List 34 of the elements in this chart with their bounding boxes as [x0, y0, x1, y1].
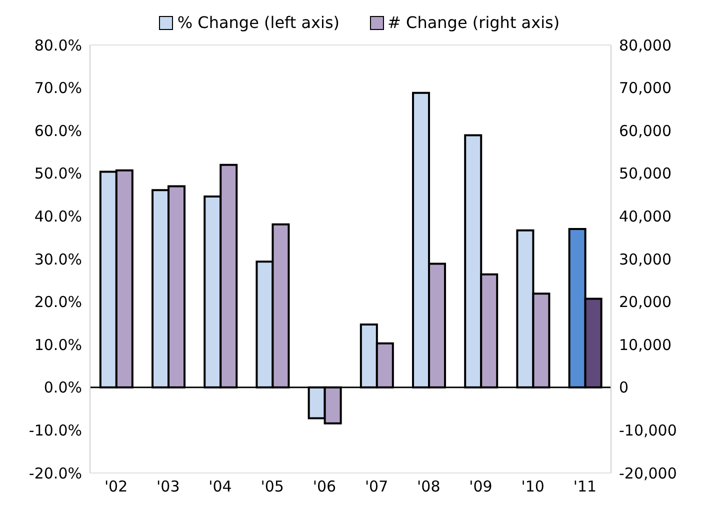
y-tick-label: 30.0%: [34, 250, 82, 268]
x-tick-label: '10: [521, 478, 544, 496]
x-tick-label: '09: [469, 478, 492, 496]
y-tick-label: 50.0%: [34, 164, 82, 183]
x-tick-label: '02: [104, 478, 128, 496]
y-tick-label: 60.0%: [34, 122, 82, 140]
y-tick-label: 10.0%: [34, 336, 82, 354]
x-tick-label: '04: [208, 478, 232, 496]
y2-tick-label: 60,000: [619, 122, 672, 140]
y-tick-label: -20.0%: [28, 464, 82, 482]
y-tick-label: 70.0%: [34, 79, 82, 98]
y2-tick-label: -10,000: [619, 422, 677, 440]
y-tick-label: 20.0%: [34, 293, 82, 312]
y2-tick-label: 20,000: [619, 293, 672, 312]
y2-tick-label: 0: [619, 378, 629, 397]
y2-tick-label: 80,000: [619, 36, 672, 54]
legend-label: # Change (right axis): [386, 13, 560, 32]
y-tick-label: 0.0%: [44, 378, 82, 397]
x-tick-label: '07: [364, 478, 388, 496]
x-tick-label: '05: [260, 478, 284, 496]
x-tick-label: '03: [156, 478, 180, 496]
x-tick-label: '11: [573, 478, 597, 496]
y2-tick-label: 40,000: [619, 208, 672, 226]
y2-tick-label: 50,000: [619, 164, 672, 183]
y-tick-label: 40.0%: [34, 208, 82, 226]
x-tick-label: '06: [312, 478, 336, 496]
y2-tick-label: -20,000: [619, 464, 677, 482]
y-tick-label: -10.0%: [28, 422, 82, 440]
y2-tick-label: 30,000: [619, 250, 672, 268]
y-tick-label: 80.0%: [34, 36, 82, 54]
x-tick-label: '08: [417, 478, 440, 496]
legend-label: % Change (left axis): [176, 13, 340, 32]
y2-tick-label: 70,000: [619, 79, 672, 98]
y2-tick-label: 10,000: [619, 336, 672, 354]
